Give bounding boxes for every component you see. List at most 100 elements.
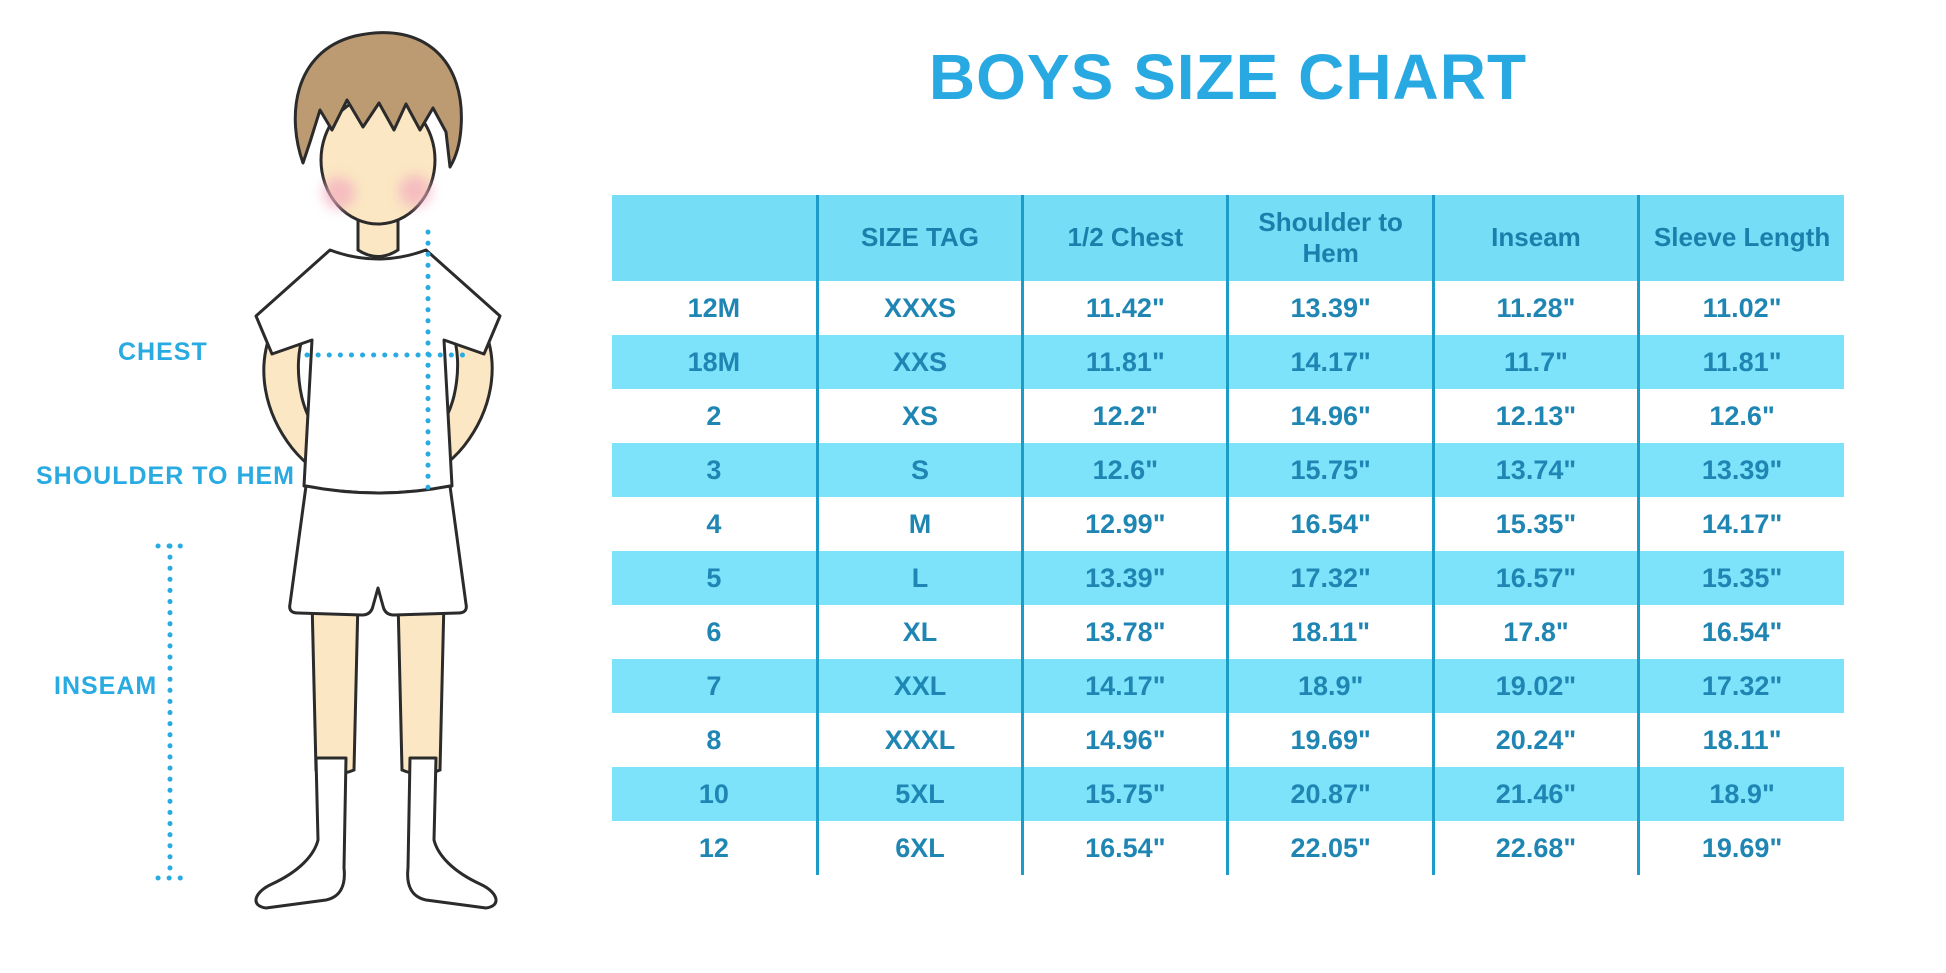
measurement-cell: 22.05" [1226,821,1434,875]
inseam-label: INSEAM [54,672,158,700]
measurement-cell: 15.35" [1637,551,1844,605]
measurement-cell: 11.02" [1637,281,1844,335]
boy-illustration [155,31,502,910]
chest-label: CHEST [118,338,208,366]
table-row: 7 XXL 14.17" 18.9" 19.02" 17.32" [612,659,1844,713]
header-cell: 1/2 Chest [1021,195,1228,281]
measurement-cell: 16.54" [1637,605,1844,659]
measurement-cell: 17.32" [1637,659,1844,713]
measurement-cell: XXXS [815,281,1023,335]
measurement-cell: 16.57" [1431,551,1639,605]
measurement-cell: 18.11" [1637,713,1844,767]
size-cell: 3 [612,443,818,497]
measurement-cell: 13.39" [1226,281,1434,335]
size-cell: 5 [612,551,818,605]
size-table-container: SIZE TAG 1/2 Chest Shoulder to Hem Inseam Sl… [612,195,1844,875]
measurement-cell: 12.6" [1021,443,1228,497]
header-cell: Shoulder to Hem [1226,195,1434,281]
size-cell: 7 [612,659,818,713]
measurement-cell: 11.81" [1021,335,1228,389]
right-sock [406,756,498,910]
measurement-cell: M [815,497,1023,551]
left-leg [310,598,360,776]
measurement-cell: 19.69" [1226,713,1434,767]
measurement-cell: 12.99" [1021,497,1228,551]
header-cell-size [612,195,818,281]
hair-shape [293,31,463,169]
measurement-cell: 20.87" [1226,767,1434,821]
measurement-cell: 11.42" [1021,281,1228,335]
measurement-cell: 14.96" [1226,389,1434,443]
size-cell: 12M [612,281,818,335]
shorts-shape [288,484,468,617]
table-row: 5 L 13.39" 17.32" 16.57" 15.35" [612,551,1844,605]
right-cheek [399,175,431,207]
measurement-cell: 11.81" [1637,335,1844,389]
size-cell: 8 [612,713,818,767]
measurement-cell: 20.24" [1431,713,1639,767]
measurement-cell: 18.9" [1637,767,1844,821]
table-row: 12 6XL 16.54" 22.05" 22.68" 19.69" [612,821,1844,875]
table-row: 3 S 12.6" 15.75" 13.74" 13.39" [612,443,1844,497]
measurement-cell: XS [815,389,1023,443]
measurement-cell: XXXL [815,713,1023,767]
size-cell: 4 [612,497,818,551]
measurement-cell: 12.2" [1021,389,1228,443]
measurement-cell: 12.6" [1637,389,1844,443]
measurement-cell: 17.32" [1226,551,1434,605]
size-table-head: SIZE TAG 1/2 Chest Shoulder to Hem Inseam Sl… [612,195,1844,281]
table-row: 2 XS 12.2" 14.96" 12.13" 12.6" [612,389,1844,443]
measurement-cell: 14.96" [1021,713,1228,767]
measurement-cell: 15.35" [1431,497,1639,551]
measurement-cell: 11.28" [1431,281,1639,335]
measurement-cell: XL [815,605,1023,659]
size-cell: 10 [612,767,818,821]
size-cell: 18M [612,335,818,389]
measurement-cell: 18.9" [1226,659,1434,713]
table-row: 18M XXS 11.81" 14.17" 11.7" 11.81" [612,335,1844,389]
header-cell: Sleeve Length [1637,195,1844,281]
measurement-cell: 13.39" [1021,551,1228,605]
measurement-cell: 6XL [815,821,1023,875]
measurement-cell: 16.54" [1226,497,1434,551]
measurement-cell: 14.17" [1226,335,1434,389]
measurement-cell: 19.02" [1431,659,1639,713]
size-cell: 6 [612,605,818,659]
right-leg [396,598,446,776]
measurement-cell: 11.7" [1431,335,1639,389]
measurement-cell: 15.75" [1021,767,1228,821]
measurement-cell: S [815,443,1023,497]
size-table-body: 12M XXXS 11.42" 13.39" 11.28" 11.02" 18M XXS 11.… [612,281,1844,875]
measurement-cell: 19.69" [1637,821,1844,875]
measurement-cell: 16.54" [1021,821,1228,875]
table-row: 8 XXXL 14.96" 19.69" 20.24" 18.11" [612,713,1844,767]
table-row: 12M XXXS 11.42" 13.39" 11.28" 11.02" [612,281,1844,335]
measurement-cell: XXS [815,335,1023,389]
measurement-cell: L [815,551,1023,605]
size-table: SIZE TAG 1/2 Chest Shoulder to Hem Inseam Sl… [612,195,1844,875]
table-row: 6 XL 13.78" 18.11" 17.8" 16.54" [612,605,1844,659]
measurement-cell: 18.11" [1226,605,1434,659]
measurement-cell: 5XL [815,767,1023,821]
measurement-cell: XXL [815,659,1023,713]
measurement-cell: 21.46" [1431,767,1639,821]
measurement-cell: 12.13" [1431,389,1639,443]
table-row: 10 5XL 15.75" 20.87" 21.46" 18.9" [612,767,1844,821]
size-cell: 12 [612,821,818,875]
table-row: 4 M 12.99" 16.54" 15.35" 14.17" [612,497,1844,551]
header-cell: SIZE TAG [815,195,1023,281]
measurement-cell: 13.39" [1637,443,1844,497]
measurement-cell: 17.8" [1431,605,1639,659]
left-sock [254,756,348,910]
measurement-cell: 13.78" [1021,605,1228,659]
size-cell: 2 [612,389,818,443]
header-cell: Inseam [1431,195,1639,281]
page-title: BOYS SIZE CHART [928,41,1528,113]
shoulder-to-hem-label: SHOULDER TO HEM [36,462,295,490]
measurement-cell: 13.74" [1431,443,1639,497]
measurement-cell: 14.17" [1021,659,1228,713]
left-cheek [323,177,355,209]
measurement-cell: 15.75" [1226,443,1434,497]
measurement-cell: 22.68" [1431,821,1639,875]
